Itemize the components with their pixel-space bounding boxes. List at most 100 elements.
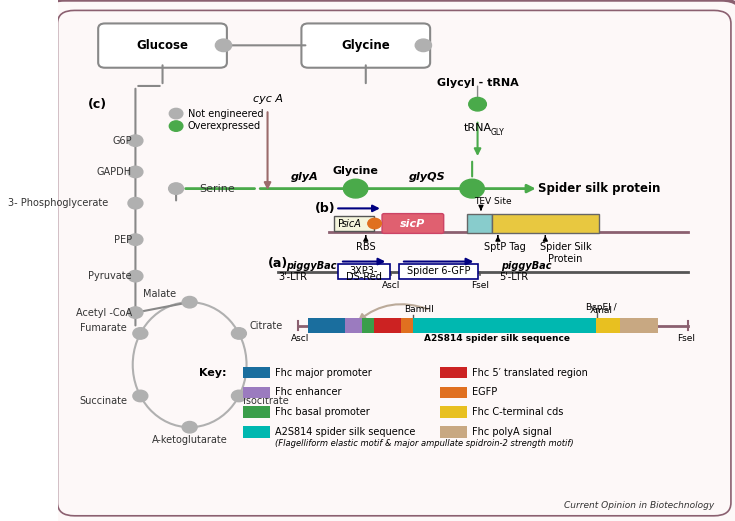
Text: AscI: AscI [381,281,400,290]
Text: 3'-LTR: 3'-LTR [279,272,308,282]
FancyBboxPatch shape [307,318,346,333]
Text: Glucose: Glucose [137,39,189,52]
FancyBboxPatch shape [440,367,467,378]
Text: Fhc enhancer: Fhc enhancer [275,387,342,398]
FancyBboxPatch shape [243,426,270,438]
Circle shape [182,421,197,433]
Text: P: P [337,218,344,229]
Circle shape [128,166,143,178]
Text: Glycyl - tRNA: Glycyl - tRNA [437,78,518,89]
Text: SptP Tag: SptP Tag [484,242,526,252]
Text: Fumarate: Fumarate [79,323,126,333]
Text: 3- Phosphoglycerate: 3- Phosphoglycerate [8,198,108,208]
Text: TEV Site: TEV Site [474,197,512,206]
FancyBboxPatch shape [374,318,402,333]
Text: AscI: AscI [291,334,309,343]
FancyBboxPatch shape [620,318,659,333]
Text: (c): (c) [88,98,107,110]
Circle shape [169,108,183,119]
Text: 3XP3-: 3XP3- [350,266,378,277]
Text: (a): (a) [268,257,288,269]
Text: 5'-LTR: 5'-LTR [500,272,528,282]
Text: Overexpressed: Overexpressed [187,121,261,131]
Text: glyA: glyA [291,172,319,182]
FancyBboxPatch shape [596,318,621,333]
Text: (Flagelliform elastic motif & major ampullate spidroin-2 strength motif): (Flagelliform elastic motif & major ampu… [275,439,573,448]
Text: Spider Silk
Protein: Spider Silk Protein [539,242,592,264]
FancyBboxPatch shape [440,406,467,418]
FancyBboxPatch shape [492,214,599,233]
FancyBboxPatch shape [243,387,270,398]
Text: glyQS: glyQS [409,172,445,182]
Text: Malate: Malate [143,289,176,300]
Text: Fhc C-terminal cds: Fhc C-terminal cds [472,407,564,417]
Text: Spider 6-GFP: Spider 6-GFP [406,266,470,277]
Text: cyc A: cyc A [253,94,282,104]
Circle shape [128,270,143,282]
Text: Fhc polyA signal: Fhc polyA signal [472,427,552,437]
Text: Glycine: Glycine [333,166,379,176]
Circle shape [168,183,184,194]
Text: Glycine: Glycine [341,39,390,52]
Text: Fhc 5′ translated region: Fhc 5′ translated region [472,367,588,378]
Circle shape [133,328,148,339]
Circle shape [232,390,246,402]
FancyBboxPatch shape [98,23,227,68]
Text: Current Opinion in Biotechnology: Current Opinion in Biotechnology [564,501,714,510]
Text: A-ketoglutarate: A-ketoglutarate [151,435,228,445]
Text: Pyruvate: Pyruvate [88,271,132,281]
Text: BspEI /: BspEI / [587,303,617,312]
FancyBboxPatch shape [382,214,444,233]
Circle shape [128,307,143,318]
Text: A2S814 spider silk sequence: A2S814 spider silk sequence [275,427,415,437]
FancyBboxPatch shape [44,0,735,521]
Text: piggyBac: piggyBac [286,260,337,271]
Circle shape [368,218,381,229]
Circle shape [215,39,232,52]
Text: GAPDH: GAPDH [97,167,132,177]
FancyBboxPatch shape [345,318,363,333]
Text: Succinate: Succinate [79,396,127,406]
Text: Key:: Key: [199,367,227,378]
Text: Fhc basal promoter: Fhc basal promoter [275,407,370,417]
Text: Fhc major promoter: Fhc major promoter [275,367,372,378]
Text: A2S814 spider silk sequence: A2S814 spider silk sequence [423,334,570,343]
Text: Citrate: Citrate [249,320,283,331]
FancyBboxPatch shape [362,318,376,333]
Text: GLY: GLY [491,128,505,137]
Text: tRNA: tRNA [464,122,492,133]
FancyBboxPatch shape [243,367,270,378]
Circle shape [128,197,143,209]
Text: BamHI: BamHI [404,305,434,314]
Text: piggyBac: piggyBac [501,260,552,271]
Circle shape [232,328,246,339]
Text: FseI: FseI [471,281,490,290]
FancyBboxPatch shape [401,318,415,333]
FancyBboxPatch shape [440,387,467,398]
FancyBboxPatch shape [334,216,374,231]
Circle shape [128,135,143,146]
Circle shape [133,390,148,402]
Text: Not engineered: Not engineered [187,108,263,119]
FancyBboxPatch shape [338,264,390,279]
Text: sicA: sicA [342,218,362,229]
Circle shape [343,179,368,198]
Circle shape [460,179,484,198]
Circle shape [182,296,197,308]
FancyBboxPatch shape [413,318,598,333]
Circle shape [169,121,183,131]
Text: sicP: sicP [400,218,425,229]
Circle shape [415,39,431,52]
Text: Serine: Serine [199,183,234,194]
Text: FseI: FseI [677,334,695,343]
Circle shape [469,97,487,111]
FancyBboxPatch shape [243,406,270,418]
Text: Spider silk protein: Spider silk protein [538,182,661,195]
Text: EGFP: EGFP [472,387,498,398]
Text: G6P: G6P [112,135,132,146]
Text: RBS: RBS [356,242,376,252]
FancyBboxPatch shape [467,214,492,233]
Text: Acetyl -CoA: Acetyl -CoA [76,307,132,318]
Text: DS-Red: DS-Red [345,271,381,282]
Text: (b): (b) [315,202,336,215]
